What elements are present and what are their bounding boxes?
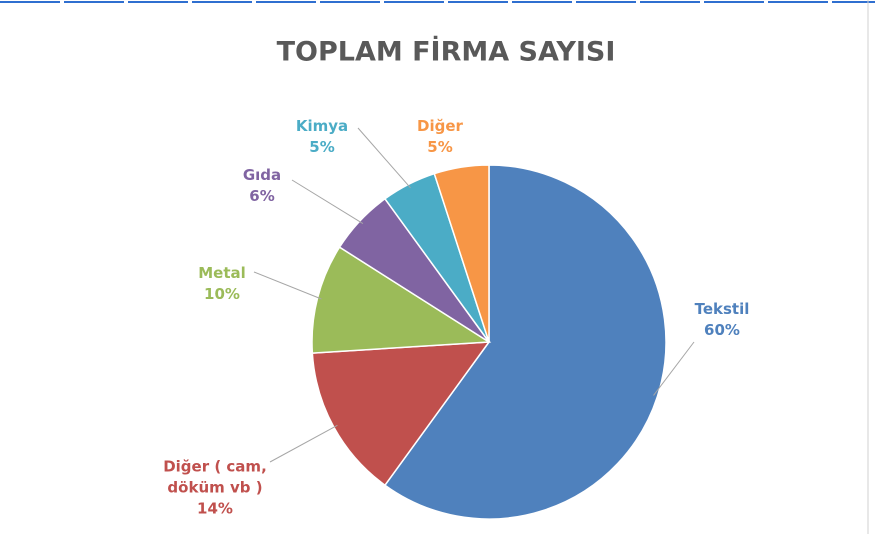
value-label: 14%	[197, 499, 233, 518]
pie-slice	[433, 164, 490, 343]
chart-title: TOPLAM FİRMA SAYISI	[276, 36, 616, 68]
pie-slice	[383, 164, 667, 520]
category-label: Gıda	[242, 166, 282, 184]
value-label: 10%	[204, 285, 240, 303]
leader-line	[253, 271, 322, 300]
category-label: Kimya	[295, 117, 349, 135]
leader-line	[269, 424, 338, 463]
leader-line	[653, 341, 695, 396]
data-label: Tekstil 60%	[695, 299, 750, 341]
value-label: 6%	[249, 187, 275, 205]
category-label: Tekstil	[694, 300, 750, 318]
category-label: Metal	[198, 264, 246, 282]
value-label: 5%	[309, 138, 335, 156]
pie-slice	[311, 246, 492, 354]
data-label: Diğer ( cam, döküm vb ) 14%	[140, 457, 290, 520]
data-label: Gıda 6%	[243, 165, 281, 207]
value-label: 60%	[704, 321, 740, 339]
value-label: 5%	[427, 138, 453, 156]
leader-line	[357, 127, 411, 189]
data-label: Kimya 5%	[296, 116, 348, 158]
leader-line	[291, 179, 364, 224]
data-label: Diğer 5%	[417, 116, 463, 158]
data-label: Metal 10%	[198, 263, 246, 305]
category-label: Diğer ( cam, döküm vb )	[163, 457, 267, 497]
category-label: Diğer	[417, 117, 463, 135]
